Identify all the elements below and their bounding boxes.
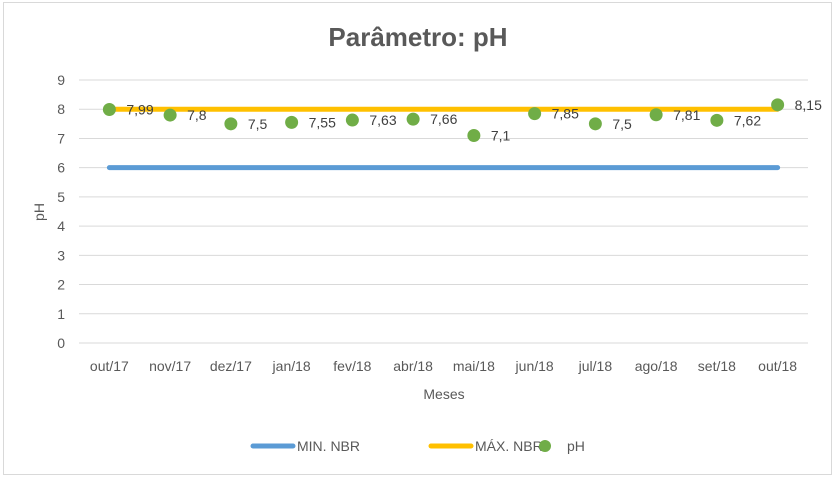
data-point-ph — [345, 113, 359, 127]
data-label-ph: 8,15 — [795, 97, 822, 113]
legend-swatch-ph — [539, 440, 551, 452]
legend-label-m-x-nbr: MÁX. NBR — [475, 438, 543, 454]
y-tick-label: 9 — [57, 72, 65, 88]
series-layer — [102, 98, 785, 171]
data-label-ph: 7,81 — [673, 107, 700, 123]
x-tick-label: out/18 — [758, 358, 797, 374]
x-tick-label: ago/18 — [635, 358, 678, 374]
x-tick-label: fev/18 — [333, 358, 371, 374]
y-tick-label: 6 — [57, 160, 65, 176]
x-tick-label: mai/18 — [453, 358, 495, 374]
y-tick-label: 3 — [57, 247, 65, 263]
data-label-ph: 7,5 — [248, 116, 268, 132]
y-axis-title: pH — [31, 203, 47, 221]
data-point-ph — [102, 103, 116, 117]
data-label-ph: 7,99 — [126, 102, 153, 118]
y-tick-label: 2 — [57, 277, 65, 293]
y-tick-label: 4 — [57, 218, 65, 234]
data-point-ph — [649, 108, 663, 122]
x-axis-title: Meses — [423, 386, 464, 402]
y-tick-label: 1 — [57, 306, 65, 322]
chart-frame — [3, 2, 832, 475]
data-point-ph — [163, 108, 177, 122]
data-label-ph: 7,63 — [369, 112, 396, 128]
data-point-ph — [285, 115, 299, 129]
data-label-ph: 7,1 — [491, 128, 511, 144]
data-label-ph: 7,5 — [612, 116, 632, 132]
data-label-ph: 7,66 — [430, 111, 457, 127]
x-axis-ticks: out/17 nov/17 dez/17 jan/18 fev/18 abr/18 mai/… — [90, 358, 797, 374]
legend: MIN. NBR MÁX. NBR pH — [250, 438, 585, 454]
data-point-ph — [771, 98, 785, 112]
x-tick-label: out/17 — [90, 358, 129, 374]
x-tick-label: jun/18 — [515, 358, 554, 374]
x-tick-label: dez/17 — [210, 358, 252, 374]
y-tick-label: 5 — [57, 189, 65, 205]
data-point-ph — [528, 107, 542, 121]
chart-title: Parâmetro: pH — [328, 22, 507, 52]
y-axis-ticks: 0 1 2 3 4 5 6 7 8 9 — [57, 72, 65, 351]
x-tick-label: nov/17 — [149, 358, 191, 374]
x-tick-label: jul/18 — [578, 358, 613, 374]
x-tick-label: abr/18 — [393, 358, 433, 374]
data-point-ph — [588, 117, 602, 131]
data-point-ph — [224, 117, 238, 131]
legend-label-min-nbr: MIN. NBR — [297, 438, 360, 454]
data-point-ph — [406, 112, 420, 126]
data-labels: 7,99 7,8 7,5 7,55 7,63 7,66 7,1 7,85 7,5 7,81 7,62… — [126, 97, 822, 144]
legend-label-ph: pH — [567, 438, 585, 454]
x-tick-label: jan/18 — [272, 358, 311, 374]
data-label-ph: 7,8 — [187, 107, 207, 123]
y-tick-label: 8 — [57, 101, 65, 117]
data-label-ph: 7,85 — [552, 106, 579, 122]
data-label-ph: 7,62 — [734, 112, 761, 128]
y-tick-label: 7 — [57, 130, 65, 146]
data-point-ph — [710, 113, 724, 127]
x-tick-label: set/18 — [698, 358, 736, 374]
data-point-ph — [467, 129, 481, 143]
y-tick-label: 0 — [57, 335, 65, 351]
data-label-ph: 7,55 — [309, 114, 336, 130]
